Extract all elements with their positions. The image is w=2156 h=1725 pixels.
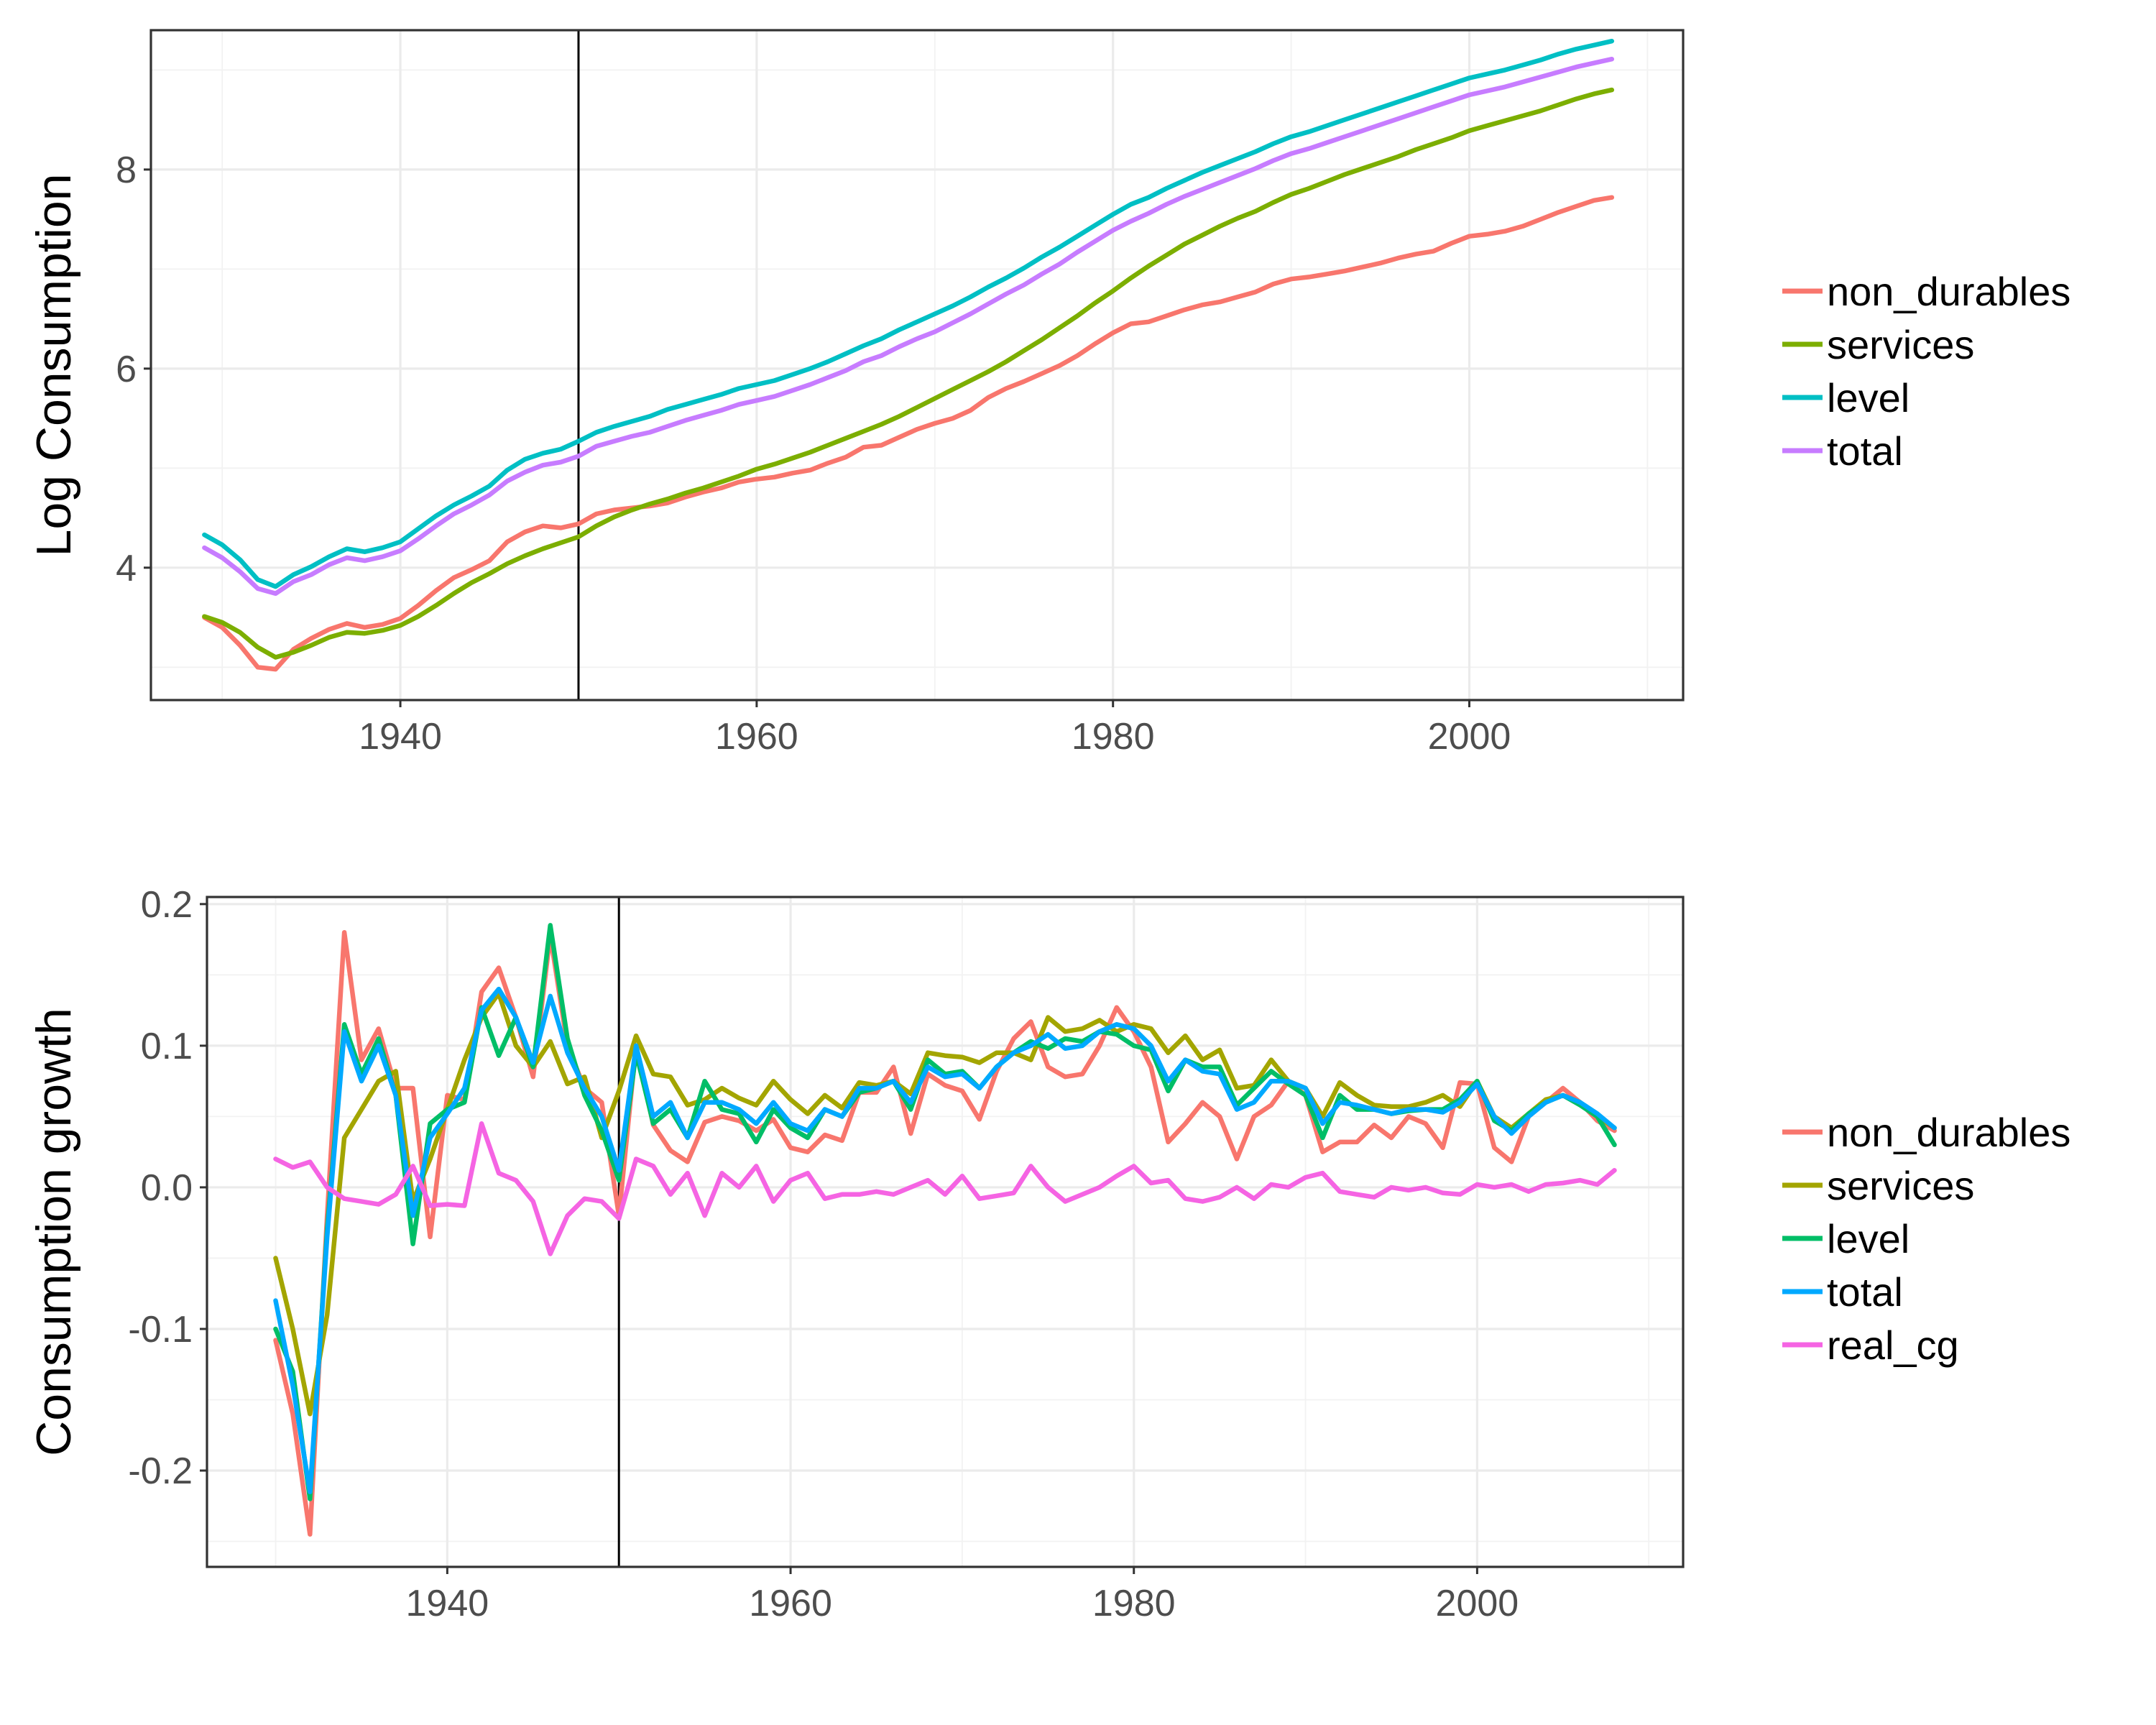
consumption-growth-y-axis: -0.2 -0.1 0.0 0.1 0.2: [128, 884, 207, 1492]
legend-item-non-durables: non_durables: [1782, 1110, 2070, 1155]
series-line-total: [273, 986, 1617, 1494]
series-line-level: [202, 38, 1615, 589]
consumption-growth-grid: [207, 897, 1683, 1567]
log-consumption-x-axis: 1940 1960 1980 2000: [359, 700, 1511, 758]
series-line-services: [202, 87, 1615, 660]
legend-item-non-durables: non_durables: [1782, 269, 2070, 314]
log-consumption-x-tick-label: 2000: [1428, 716, 1511, 758]
legend-item-total-label: total: [1827, 1269, 1903, 1315]
legend-item-non-durables-label: non_durables: [1827, 1110, 2070, 1155]
log-consumption-x-tick-label: 1940: [359, 716, 442, 758]
legend-item-level-label: level: [1827, 375, 1909, 420]
log-consumption-y-axis: 4 6 8: [116, 150, 151, 589]
consumption-growth-y-tick-label: -0.1: [128, 1309, 193, 1351]
log-consumption-series: [202, 38, 1615, 672]
log-consumption-y-tick-label: 6: [116, 349, 137, 390]
log-consumption-chart: 4 6 8 1940 1960 1980 2000 Log Consumption non…: [27, 29, 2070, 758]
consumption-growth-x-tick-label: 1940: [406, 1583, 489, 1624]
log-consumption-y-axis-title: Log Consumption: [27, 173, 81, 556]
consumption-growth-panel-border: [206, 896, 1685, 1568]
consumption-growth-x-tick-label: 1960: [749, 1583, 832, 1624]
series-line-non-durables: [273, 930, 1617, 1537]
legend-item-total: total: [1782, 428, 1903, 474]
legend-item-total-label: total: [1827, 428, 1903, 474]
legend-item-level: level: [1782, 1216, 1909, 1261]
legend-item-services: services: [1782, 1163, 1974, 1208]
log-consumption-legend: non_durables services level total: [1782, 269, 2070, 474]
legend-item-total: total: [1782, 1269, 1903, 1315]
series-line-non-durables: [202, 195, 1615, 672]
consumption-growth-x-tick-label: 2000: [1436, 1583, 1519, 1624]
legend-item-level-label: level: [1827, 1216, 1909, 1261]
consumption-growth-series: [273, 923, 1617, 1537]
consumption-growth-y-tick-label: 0.1: [141, 1026, 193, 1067]
legend-item-services: services: [1782, 322, 1974, 367]
consumption-growth-legend: non_durables services level total real_cg: [1782, 1110, 2070, 1368]
legend-item-real-cg-label: real_cg: [1827, 1322, 1959, 1368]
log-consumption-x-tick-label: 1960: [715, 716, 798, 758]
consumption-growth-x-axis: 1940 1960 1980 2000: [406, 1567, 1519, 1624]
series-line-total: [202, 56, 1615, 597]
consumption-growth-chart: -0.2 -0.1 0.0 0.1 0.2 1940 1960 1980 2000 Consu…: [27, 884, 2070, 1624]
consumption-growth-y-tick-label: 0.2: [141, 884, 193, 926]
legend-item-services-label: services: [1827, 322, 1974, 367]
log-consumption-panel-border: [149, 29, 1685, 702]
consumption-growth-y-axis-title: Consumption growth: [27, 1008, 81, 1456]
legend-item-non-durables-label: non_durables: [1827, 269, 2070, 314]
log-consumption-y-tick-label: 4: [116, 548, 137, 589]
log-consumption-y-tick-label: 8: [116, 150, 137, 191]
legend-item-level: level: [1782, 375, 1909, 420]
legend-item-services-label: services: [1827, 1163, 1974, 1208]
log-consumption-x-tick-label: 1980: [1072, 716, 1155, 758]
series-line-real-cg: [273, 1121, 1617, 1256]
consumption-growth-y-tick-label: -0.2: [128, 1450, 193, 1492]
consumption-growth-y-tick-label: 0.0: [141, 1167, 193, 1209]
consumption-growth-x-tick-label: 1980: [1092, 1583, 1176, 1624]
legend-item-real-cg: real_cg: [1782, 1322, 1959, 1368]
